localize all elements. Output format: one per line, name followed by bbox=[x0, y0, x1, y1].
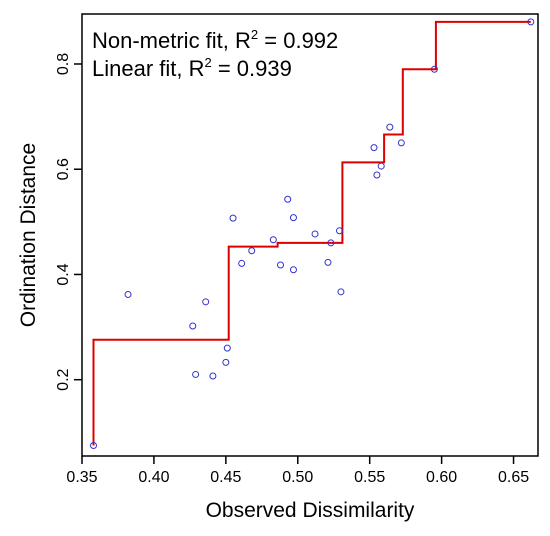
linear-fit-annotation: Linear fit, R2 = 0.939 bbox=[92, 55, 292, 81]
data-point bbox=[238, 259, 246, 267]
data-point bbox=[248, 247, 256, 255]
plot-frame bbox=[81, 13, 539, 457]
data-point bbox=[192, 370, 200, 378]
nonmetric-fit-annotation: Non-metric fit, R2 = 0.992 bbox=[92, 27, 338, 53]
y-tick-label: 0.6 bbox=[55, 158, 72, 180]
data-point bbox=[289, 214, 297, 222]
data-point bbox=[377, 162, 385, 170]
data-point bbox=[222, 358, 230, 366]
data-point bbox=[289, 266, 297, 274]
data-points bbox=[90, 18, 535, 449]
data-point bbox=[269, 236, 277, 244]
y-axis: 0.2 0.4 0.6 0.8 bbox=[55, 53, 82, 391]
data-point bbox=[90, 441, 98, 449]
x-tick-label: 0.55 bbox=[354, 469, 385, 486]
x-axis: 0.35 0.40 0.45 0.50 0.55 0.60 0.65 bbox=[66, 456, 529, 486]
y-tick-label: 0.4 bbox=[55, 263, 72, 285]
data-point bbox=[202, 298, 210, 306]
data-point bbox=[229, 214, 237, 222]
data-point bbox=[223, 344, 231, 352]
x-tick-label: 0.65 bbox=[498, 469, 529, 486]
y-tick-label: 0.8 bbox=[55, 53, 72, 75]
data-point bbox=[209, 372, 217, 380]
data-point bbox=[430, 65, 438, 73]
x-tick-label: 0.35 bbox=[66, 469, 97, 486]
data-point bbox=[335, 227, 343, 235]
x-tick-label: 0.40 bbox=[138, 469, 169, 486]
x-axis-label: Observed Dissimilarity bbox=[206, 499, 415, 522]
data-point bbox=[527, 18, 535, 26]
x-tick-label: 0.50 bbox=[282, 469, 313, 486]
data-point bbox=[327, 239, 335, 247]
y-tick-label: 0.2 bbox=[55, 368, 72, 390]
x-tick-label: 0.60 bbox=[426, 469, 457, 486]
data-point bbox=[277, 261, 285, 269]
data-point bbox=[189, 322, 197, 330]
data-point bbox=[373, 171, 381, 179]
nonmetric-fit-step-line bbox=[92, 20, 531, 446]
data-point bbox=[284, 195, 292, 203]
data-point bbox=[124, 290, 132, 298]
data-point bbox=[324, 258, 332, 266]
data-point bbox=[370, 144, 378, 152]
x-tick-label: 0.45 bbox=[210, 469, 241, 486]
data-point bbox=[311, 230, 319, 238]
data-point bbox=[397, 139, 405, 147]
y-axis-label: Ordination Distance bbox=[17, 143, 40, 327]
data-point bbox=[386, 123, 394, 131]
data-point bbox=[337, 288, 345, 296]
